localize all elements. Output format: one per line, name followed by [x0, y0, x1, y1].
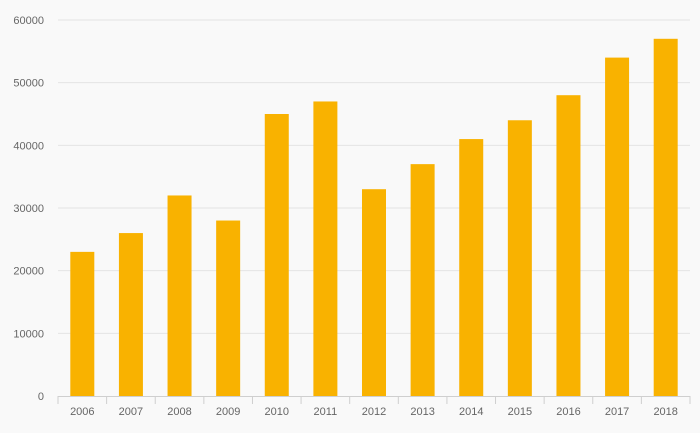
bar-2010[interactable] — [264, 114, 289, 396]
bar-2009[interactable] — [216, 220, 241, 396]
bar-2011[interactable] — [313, 101, 338, 396]
y-tick-label: 60000 — [13, 15, 44, 27]
y-tick-label: 40000 — [13, 140, 44, 152]
bar-2012[interactable] — [362, 189, 386, 396]
bar-2014[interactable] — [459, 139, 484, 397]
y-tick-label: 10000 — [13, 328, 44, 340]
x-tick-label: 2013 — [410, 406, 434, 418]
x-tick-label: 2016 — [556, 406, 580, 418]
x-tick-label: 2009 — [216, 406, 240, 418]
y-tick-label: 30000 — [13, 203, 44, 215]
y-axis: 0 10000 20000 30000 40000 50000 60000 — [13, 15, 44, 403]
bar-2013[interactable] — [410, 164, 435, 396]
bar-2006[interactable] — [70, 251, 95, 396]
x-tick-label: 2015 — [508, 406, 532, 418]
bar-2018[interactable] — [653, 38, 678, 397]
x-axis-labels: 2006 2007 2008 2009 2010 2011 2012 2013 2014 2015… — [70, 406, 678, 418]
x-tick-label: 2007 — [119, 406, 143, 418]
bar-2008[interactable] — [167, 195, 192, 396]
x-tick-label: 2012 — [362, 406, 386, 418]
x-tick-label: 2017 — [605, 406, 629, 418]
bar-2007[interactable] — [118, 233, 143, 396]
y-tick-label: 50000 — [13, 78, 44, 90]
x-axis — [57, 396, 691, 404]
x-tick-label: 2010 — [265, 406, 289, 418]
x-tick-label: 2014 — [459, 406, 483, 418]
x-tick-label: 2008 — [167, 406, 191, 418]
x-tick-label: 2011 — [314, 406, 338, 418]
bar-2016[interactable] — [556, 95, 581, 396]
x-tick-label: 2018 — [653, 406, 677, 418]
y-tick-label: 0 — [38, 391, 44, 403]
bar-2017[interactable] — [605, 57, 630, 396]
x-tick-label: 2006 — [70, 406, 94, 418]
bar-2015[interactable] — [507, 120, 532, 397]
y-tick-label: 20000 — [13, 266, 44, 278]
bars-layer — [70, 38, 678, 397]
